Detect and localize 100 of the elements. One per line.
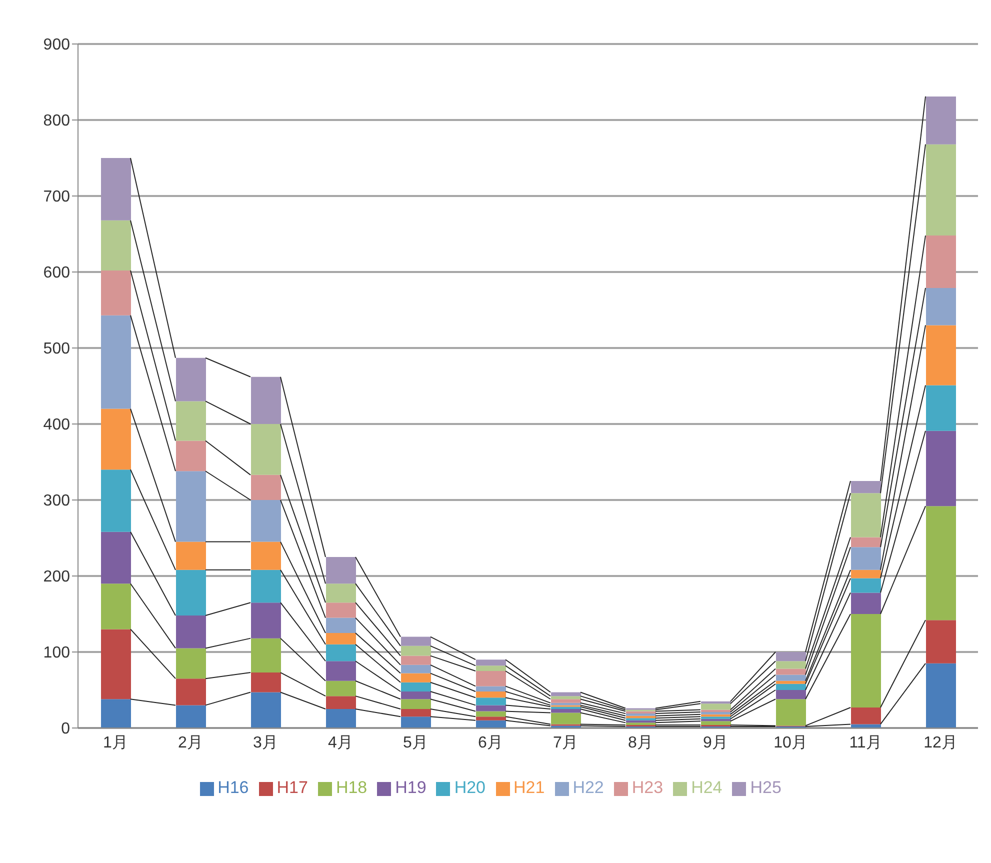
- legend-label: H17: [276, 778, 308, 797]
- y-tick-label: 900: [43, 36, 70, 54]
- bar: [401, 673, 431, 682]
- bar: [476, 660, 506, 666]
- bar: [251, 570, 281, 603]
- x-tick-label: 5月: [403, 734, 428, 752]
- bar: [851, 707, 881, 724]
- bar: [251, 672, 281, 692]
- y-tick-label: 700: [43, 188, 70, 206]
- bar: [776, 684, 806, 690]
- bar: [101, 220, 131, 270]
- bar: [101, 470, 131, 532]
- y-tick-label: 500: [43, 340, 70, 358]
- bar: [326, 661, 356, 681]
- bar: [176, 542, 206, 570]
- bar: [326, 602, 356, 618]
- bar: [476, 671, 506, 686]
- bar: [326, 633, 356, 644]
- bar: [401, 699, 431, 709]
- bar: [176, 648, 206, 679]
- bar: [926, 663, 956, 728]
- bar: [926, 325, 956, 386]
- bar: [326, 618, 356, 633]
- y-tick-label: 200: [43, 568, 70, 586]
- bar: [551, 709, 581, 713]
- x-tick-label: 9月: [703, 734, 728, 752]
- bar: [251, 692, 281, 728]
- bar: [401, 664, 431, 674]
- legend-label: H19: [395, 778, 426, 797]
- bar: [551, 692, 581, 696]
- bar: [551, 699, 581, 703]
- bar: [776, 674, 806, 681]
- legend-label: H23: [632, 778, 664, 797]
- bar: [326, 644, 356, 662]
- legend-label: H25: [750, 778, 782, 797]
- bar: [176, 358, 206, 402]
- legend-label: H18: [336, 778, 368, 797]
- bar: [926, 506, 956, 620]
- bar: [176, 440, 206, 472]
- y-tick-label: 300: [43, 492, 70, 510]
- bar: [101, 532, 131, 584]
- legend-label: H21: [514, 778, 545, 797]
- x-tick-label: 4月: [328, 734, 353, 752]
- bar: [251, 638, 281, 673]
- x-tick-label: 10月: [774, 734, 808, 752]
- bar: [251, 376, 281, 424]
- bar: [101, 699, 131, 728]
- bar: [251, 424, 281, 475]
- bar: [401, 709, 431, 717]
- x-tick-label: 3月: [253, 734, 278, 752]
- bar: [176, 616, 206, 648]
- bar: [251, 542, 281, 570]
- bar: [101, 158, 131, 220]
- bar: [701, 704, 731, 710]
- x-tick-label: 2月: [178, 734, 203, 752]
- x-tick-label: 11月: [849, 734, 882, 752]
- bar: [776, 690, 806, 700]
- bar: [926, 96, 956, 144]
- bar: [101, 408, 131, 470]
- bar: [926, 236, 956, 288]
- bar: [851, 724, 881, 728]
- bar: [401, 646, 431, 656]
- y-tick-label: 600: [43, 264, 70, 282]
- bar: [851, 570, 881, 578]
- legend-label: H24: [691, 778, 722, 797]
- bar: [926, 144, 956, 236]
- bar: [476, 716, 506, 720]
- x-tick-label: 7月: [553, 734, 578, 752]
- bar: [176, 471, 206, 542]
- bar: [251, 500, 281, 542]
- bar: [326, 680, 356, 696]
- bar: [476, 720, 506, 728]
- bar: [176, 401, 206, 441]
- legend-label: H20: [454, 778, 486, 797]
- bar: [101, 584, 131, 630]
- bar: [401, 716, 431, 728]
- y-tick-label: 800: [43, 112, 70, 130]
- bar: [251, 474, 281, 500]
- bar: [176, 705, 206, 728]
- bar: [776, 661, 806, 669]
- bar: [926, 430, 956, 506]
- bar: [476, 692, 506, 698]
- y-tick-label: 0: [61, 720, 70, 738]
- bar: [776, 652, 806, 662]
- bar: [401, 656, 431, 665]
- bar: [701, 721, 731, 725]
- bar: [176, 678, 206, 706]
- bar: [926, 620, 956, 664]
- x-tick-label: 6月: [478, 734, 503, 752]
- bar: [401, 682, 431, 692]
- legend-label: H22: [572, 778, 604, 797]
- y-tick-label: 400: [43, 416, 70, 434]
- bar: [401, 692, 431, 700]
- bar: [776, 668, 806, 675]
- bar: [101, 270, 131, 316]
- bar: [551, 712, 581, 724]
- bar: [401, 636, 431, 646]
- bar: [776, 680, 806, 684]
- x-tick-label: 12月: [924, 734, 958, 752]
- bar: [926, 385, 956, 431]
